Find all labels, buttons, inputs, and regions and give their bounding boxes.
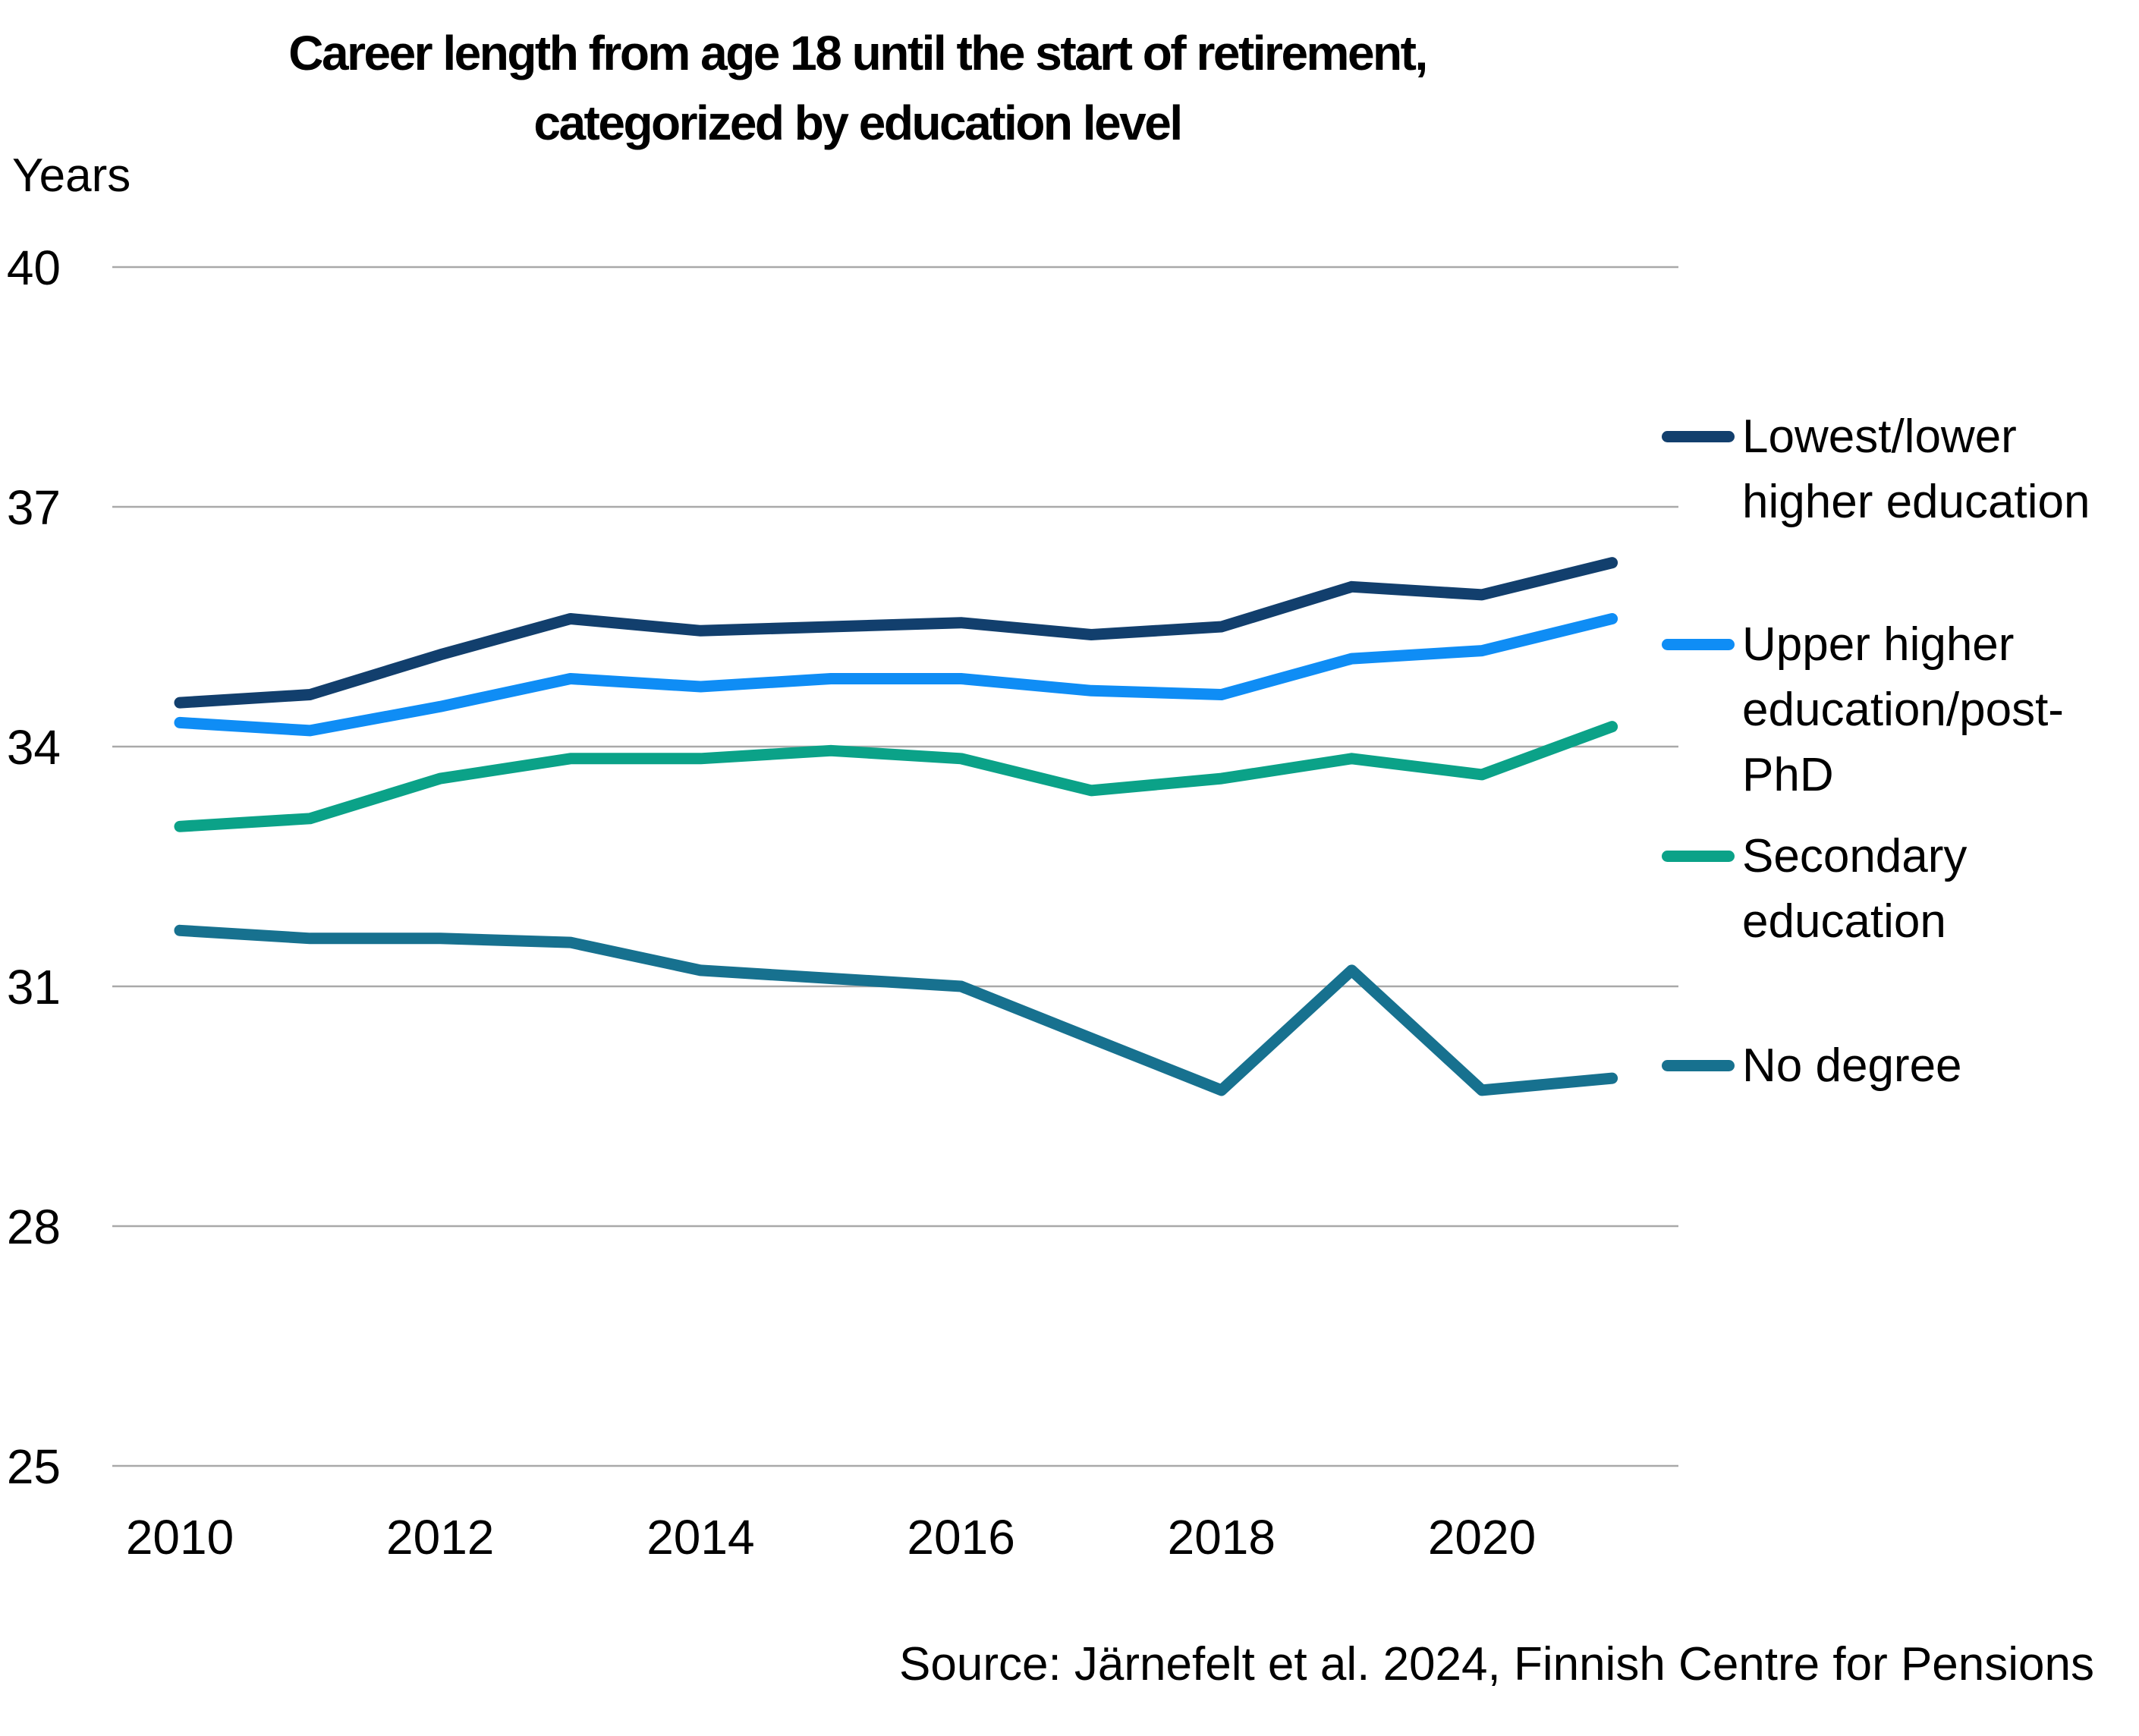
legend-item-no-degree: No degree (1662, 1033, 1962, 1099)
legend-item-upper-higher-education-post-phd: Upper higher education/post- PhD (1662, 612, 2064, 808)
y-tick-label: 40 (7, 241, 61, 295)
y-tick-label: 25 (7, 1439, 61, 1494)
series-line-secondary-education (174, 721, 1618, 832)
legend-label: Secondary education (1742, 830, 1968, 948)
x-tick-label: 2012 (386, 1510, 494, 1565)
y-tick-label: 34 (7, 720, 61, 775)
x-tick-label: 2010 (126, 1510, 234, 1565)
x-tick-label: 2016 (907, 1510, 1014, 1565)
chart-title: Career length from age 18 until the star… (288, 26, 1428, 150)
x-tick-label: 2014 (646, 1510, 754, 1565)
legend-swatch-line-icon (1662, 639, 1735, 650)
legend-swatch-line-icon (1662, 1060, 1735, 1071)
series-line-lowest-lower-higher-education (174, 557, 1618, 709)
series-line-upper-higher-education-post-phd (174, 613, 1618, 737)
y-tick-label: 31 (7, 960, 61, 1014)
y-tick-label: 28 (7, 1200, 61, 1254)
series-line-no-degree (174, 924, 1618, 1096)
legend-swatch-line-icon (1662, 851, 1735, 862)
x-tick-label: 2018 (1168, 1510, 1276, 1565)
legend-item-lowest-lower-higher-education: Lowest/lower higher education (1662, 404, 2090, 535)
legend-label: Upper higher education/post- PhD (1742, 618, 2064, 801)
legend-label: No degree (1742, 1039, 1962, 1092)
legend-item-secondary-education: Secondary education (1662, 824, 1967, 954)
legend-label: Lowest/lower higher education (1742, 410, 2090, 528)
y-axis-unit-label: Years (12, 149, 131, 202)
y-tick-label: 37 (7, 480, 61, 535)
x-tick-label: 2020 (1428, 1510, 1536, 1565)
legend-swatch-line-icon (1662, 431, 1735, 442)
source-note: Source: Järnefelt et al. 2024, Finnish C… (899, 1638, 2094, 1690)
